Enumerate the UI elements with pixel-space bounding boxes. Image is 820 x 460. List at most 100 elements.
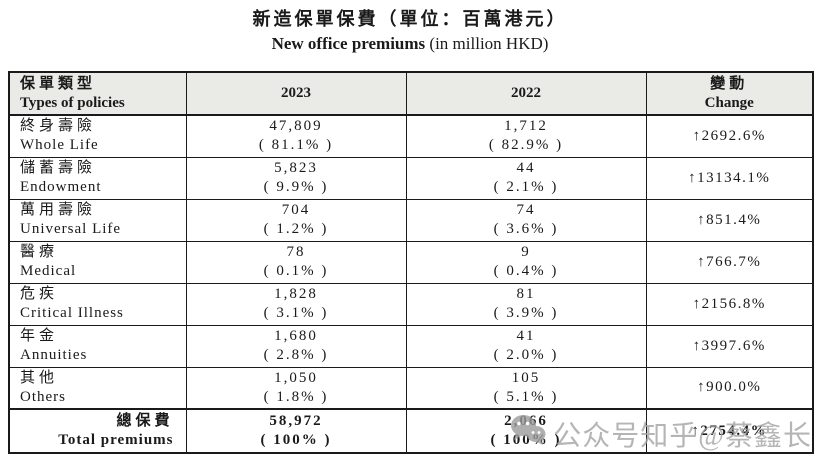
cell-change: ↑851.4%	[645, 198, 814, 242]
total-label-zh: 總保費	[116, 413, 174, 429]
pct-2023: ( 0.1% )	[263, 263, 329, 279]
page-title: 新造保單保費（單位：百萬港元） New office premiums (in …	[0, 0, 820, 57]
header-types-of-policies: 保單類型 Types of policies	[8, 71, 187, 116]
cell-change: ↑2692.6%	[645, 114, 814, 158]
policy-en: Medical	[20, 263, 77, 279]
title-en-main: New office premiums	[271, 34, 426, 53]
pct-2023: ( 1.8% )	[263, 388, 329, 405]
cell-2023: 78 ( 0.1% )	[185, 240, 407, 284]
policy-zh: 年金	[20, 328, 59, 344]
cell-change: ↑2156.8%	[645, 282, 814, 326]
pct-2022: ( 5.1% )	[493, 388, 559, 405]
cell-policy-type: 危疾 Critical Illness	[8, 282, 187, 326]
header-types-zh: 保單類型	[20, 75, 97, 92]
cell-2023: 5,823 ( 9.9% )	[185, 156, 407, 200]
cell-2023: 704 ( 1.2% )	[185, 198, 407, 242]
pct-2022: ( 2.0% )	[493, 347, 559, 363]
policy-zh: 危疾	[20, 286, 59, 302]
pct-2023: ( 2.8% )	[263, 347, 329, 363]
cell-2022: 74 ( 3.6% )	[405, 198, 647, 242]
pct-2023: ( 1.2% )	[263, 221, 329, 237]
cell-policy-type: 終身壽險 Whole Life	[8, 114, 187, 158]
table-row-annuities: 年金 Annuities 1,680 ( 2.8% ) 41 ( 2.0% ) …	[8, 324, 814, 368]
cell-policy-type: 萬用壽險 Universal Life	[8, 198, 187, 242]
cell-total-label: 總保費 Total premiums	[8, 408, 187, 454]
table-row-universal-life: 萬用壽險 Universal Life 704 ( 1.2% ) 74 ( 3.…	[8, 198, 814, 242]
value-2023: 1,050	[274, 369, 318, 386]
cell-change: ↑900.0%	[645, 366, 814, 410]
pct-2023: ( 3.1% )	[263, 305, 329, 321]
table-row-whole-life: 終身壽險 Whole Life 47,809 ( 81.1% ) 1,712 (…	[8, 114, 814, 158]
cell-2023: 1,050 ( 1.8% )	[185, 366, 407, 410]
cell-2023: 47,809 ( 81.1% )	[185, 114, 407, 158]
table-row-medical: 醫療 Medical 78 ( 0.1% ) 9 ( 0.4% ) ↑766.7…	[8, 240, 814, 284]
policy-zh: 醫療	[20, 244, 59, 260]
policy-en: Critical Illness	[20, 305, 124, 321]
policy-en: Whole Life	[20, 137, 99, 154]
title-en-unit: (in million HKD)	[425, 34, 549, 53]
pct-2023: ( 81.1% )	[258, 137, 334, 154]
policy-zh: 其他	[20, 369, 59, 386]
cell-total-2022: 2,066 ( 100% )	[405, 408, 647, 454]
title-zh-main: 新造保單保費	[252, 9, 379, 29]
pct-2022: ( 3.6% )	[493, 221, 559, 237]
cell-2022: 1,712 ( 82.9% )	[405, 114, 647, 158]
value-2022: 1,712	[504, 118, 548, 135]
title-chinese: 新造保單保費（單位：百萬港元）	[0, 7, 820, 31]
cell-change: ↑766.7%	[645, 240, 814, 284]
cell-2022: 105 ( 5.1% )	[405, 366, 647, 410]
policy-en: Endowment	[20, 179, 102, 195]
cell-change: ↑13134.1%	[645, 156, 814, 200]
cell-2022: 9 ( 0.4% )	[405, 240, 647, 284]
value-2022: 9	[521, 244, 531, 260]
table-row-critical-illness: 危疾 Critical Illness 1,828 ( 3.1% ) 81 ( …	[8, 282, 814, 326]
cell-2022: 81 ( 3.9% )	[405, 282, 647, 326]
value-2022: 74	[516, 202, 536, 218]
pct-2022: ( 3.9% )	[493, 305, 559, 321]
cell-policy-type: 年金 Annuities	[8, 324, 187, 368]
total-value-2023: 58,972	[269, 413, 323, 429]
cell-2022: 44 ( 2.1% )	[405, 156, 647, 200]
policy-zh: 終身壽險	[20, 118, 97, 135]
header-change: 變動 Change	[645, 71, 814, 116]
pct-2023: ( 9.9% )	[263, 179, 329, 195]
value-2023: 704	[281, 202, 311, 218]
value-2023: 78	[286, 244, 306, 260]
header-types-en: Types of policies	[20, 94, 125, 111]
policy-en: Universal Life	[20, 221, 122, 237]
value-2023: 1,680	[274, 328, 318, 344]
cell-change: ↑3997.6%	[645, 324, 814, 368]
cell-total-2023: 58,972 ( 100% )	[185, 408, 407, 454]
total-label-en: Total premiums	[58, 432, 174, 448]
header-2023: 2023	[185, 71, 407, 116]
cell-total-change: ↑2754.4%	[645, 408, 814, 454]
premiums-table: 保單類型 Types of policies 2023 2022 變動 Chan…	[8, 71, 814, 454]
pct-2022: ( 82.9% )	[488, 137, 564, 154]
table-row-endowment: 儲蓄壽險 Endowment 5,823 ( 9.9% ) 44 ( 2.1% …	[8, 156, 814, 200]
cell-policy-type: 其他 Others	[8, 366, 187, 410]
policy-en: Others	[20, 388, 66, 405]
cell-2023: 1,680 ( 2.8% )	[185, 324, 407, 368]
policy-en: Annuities	[20, 347, 88, 363]
pct-2022: ( 2.1% )	[493, 179, 559, 195]
total-value-2022: 2,066	[504, 413, 548, 429]
policy-zh: 萬用壽險	[20, 202, 97, 218]
header-2022: 2022	[405, 71, 647, 116]
value-2022: 41	[516, 328, 536, 344]
policy-zh: 儲蓄壽險	[20, 160, 97, 176]
title-english: New office premiums (in million HKD)	[0, 31, 820, 57]
total-pct-2023: ( 100% )	[260, 432, 332, 448]
table-row-others: 其他 Others 1,050 ( 1.8% ) 105 ( 5.1% ) ↑9…	[8, 366, 814, 410]
header-change-zh: 變動	[710, 75, 749, 92]
title-zh-unit: （單位：百萬港元）	[378, 9, 568, 29]
header-change-en: Change	[704, 94, 754, 111]
value-2023: 5,823	[274, 160, 318, 176]
cell-2023: 1,828 ( 3.1% )	[185, 282, 407, 326]
total-pct-2022: ( 100% )	[490, 432, 562, 448]
cell-policy-type: 醫療 Medical	[8, 240, 187, 284]
cell-policy-type: 儲蓄壽險 Endowment	[8, 156, 187, 200]
table-row-total: 總保費 Total premiums 58,972 ( 100% ) 2,066…	[8, 408, 814, 454]
header-row: 保單類型 Types of policies 2023 2022 變動 Chan…	[8, 71, 814, 116]
value-2023: 1,828	[274, 286, 318, 302]
cell-2022: 41 ( 2.0% )	[405, 324, 647, 368]
